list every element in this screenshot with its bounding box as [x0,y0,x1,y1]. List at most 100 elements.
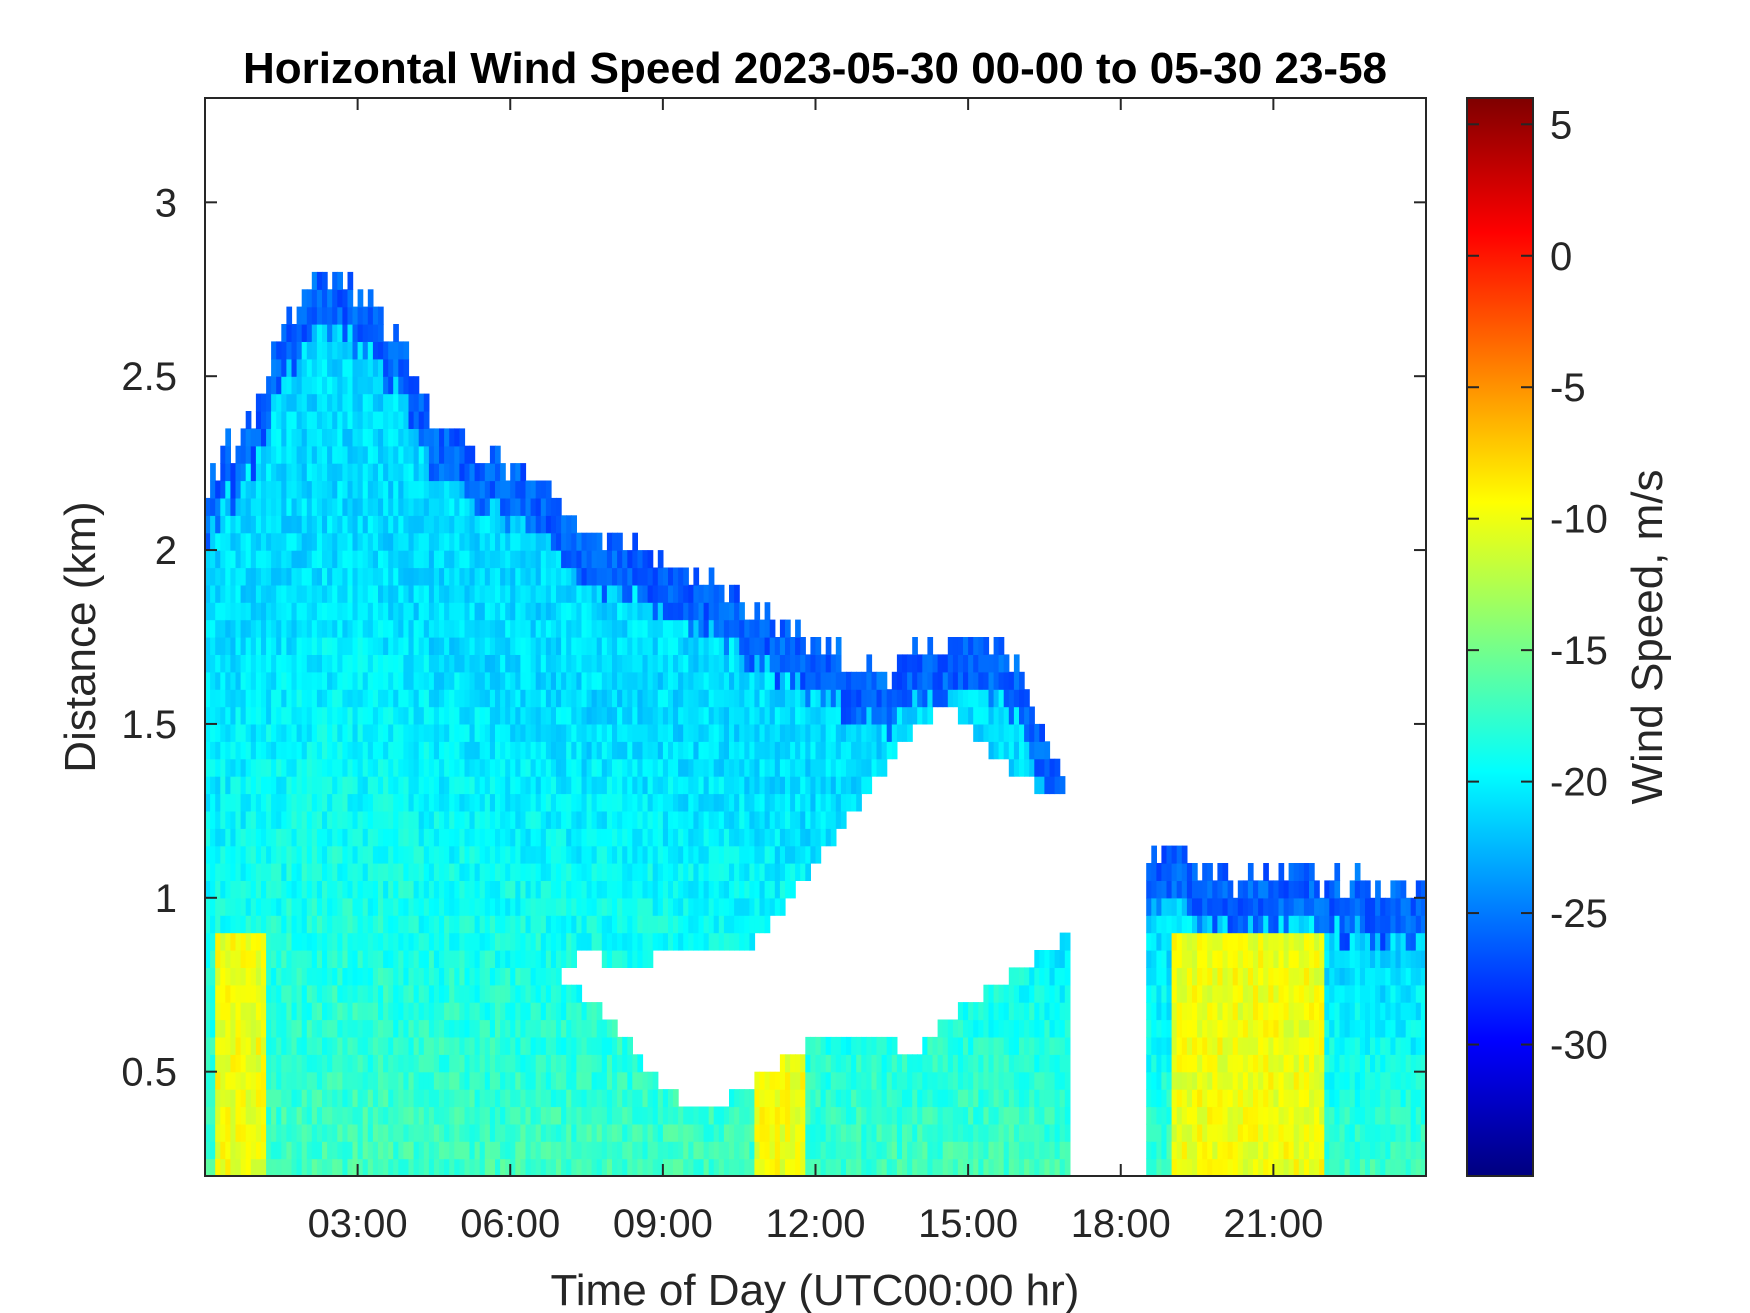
heatmap-cell [495,828,501,847]
heatmap-cell [871,1036,878,1055]
heatmap-cell [383,358,389,377]
heatmap-cell [881,723,888,742]
heatmap-cell [881,1089,888,1108]
heatmap-cell [281,480,287,499]
heatmap-cell [372,602,379,621]
heatmap-cell [291,654,298,673]
heatmap-cell [571,637,577,655]
heatmap-cell [581,1036,588,1055]
heatmap-cell [561,863,567,881]
heatmap-cell [393,1002,399,1021]
heatmap-cell [871,1054,878,1073]
heatmap-cell [617,602,623,621]
heatmap-cell [576,793,583,812]
heatmap-cell [352,723,359,742]
heatmap-cell [459,863,466,881]
heatmap-cell [281,445,287,464]
heatmap-cell [261,637,267,655]
heatmap-cell [744,637,750,655]
heatmap-cell [388,967,394,986]
heatmap-cell [311,271,318,290]
heatmap-cell [449,845,455,864]
heatmap-cell [276,723,282,742]
heatmap-cell [876,1141,883,1160]
heatmap-cell [500,863,506,881]
heatmap-cell [444,445,450,464]
heatmap-cell [495,1019,501,1038]
heatmap-cell [810,810,817,829]
heatmap-cell [683,741,689,760]
heatmap-cell [423,515,430,534]
heatmap-cell [586,1123,593,1142]
heatmap-cell [327,1158,333,1176]
heatmap-cell [556,897,562,916]
heatmap-cell [790,723,796,742]
heatmap-cell [668,637,674,655]
heatmap-cell [505,880,511,899]
heatmap-cell [489,723,496,742]
heatmap-cell [785,1141,791,1160]
heatmap-cell [357,915,364,934]
heatmap-cell [683,584,689,603]
heatmap-cell [296,1141,303,1160]
heatmap-cell [301,637,308,655]
heatmap-cell [774,1123,781,1142]
heatmap-cell [357,550,364,569]
heatmap-cell [881,1123,888,1142]
heatmap-cell [225,532,231,551]
heatmap-cell [235,880,242,899]
heatmap-cell [413,550,420,569]
heatmap-cell [530,497,537,516]
heatmap-cell [591,567,598,586]
heatmap-cell [362,1071,369,1090]
heatmap-cell [372,1071,379,1090]
heatmap-cell [851,793,857,812]
heatmap-cell [820,1106,827,1125]
heatmap-cell [347,602,354,621]
heatmap-cell [225,863,231,881]
heatmap-cell [398,915,404,934]
heatmap-cell [261,671,267,690]
heatmap-cell [469,915,476,934]
heatmap-cell [561,584,567,603]
heatmap-cell [612,654,618,673]
heatmap-cell [550,515,557,534]
heatmap-cell [489,828,496,847]
heatmap-cell [622,1054,628,1073]
heatmap-cell [596,723,603,742]
heatmap-cell [642,723,649,742]
heatmap-cell [362,915,369,934]
heatmap-cell [805,706,811,725]
heatmap-cell [215,619,221,638]
heatmap-cell [586,1141,593,1160]
heatmap-cell [474,602,481,621]
heatmap-cell [291,584,298,603]
heatmap-cell [378,428,384,447]
heatmap-cell [225,880,231,899]
heatmap-cell [800,1141,806,1160]
heatmap-cell [291,515,298,534]
heatmap-cell [469,654,476,673]
heatmap-cell [566,828,572,847]
heatmap-cell [698,602,705,621]
heatmap-cell [464,828,471,847]
heatmap-cell [581,689,588,708]
heatmap-cell [398,1089,404,1108]
heatmap-cell [698,758,705,777]
heatmap-cell [347,515,354,534]
heatmap-cell [225,950,231,968]
heatmap-cell [525,828,532,847]
heatmap-cell [596,1158,603,1176]
heatmap-cell [749,671,756,690]
heatmap-cell [820,793,827,812]
heatmap-cell [281,515,287,534]
heatmap-cell [332,1071,338,1090]
heatmap-cell [301,915,308,934]
heatmap-cell [439,776,445,795]
heatmap-cell [332,428,338,447]
heatmap-cell [316,706,323,725]
heatmap-cell [678,584,684,603]
heatmap-cell [779,828,786,847]
heatmap-cell [266,671,272,690]
heatmap-cell [561,828,567,847]
